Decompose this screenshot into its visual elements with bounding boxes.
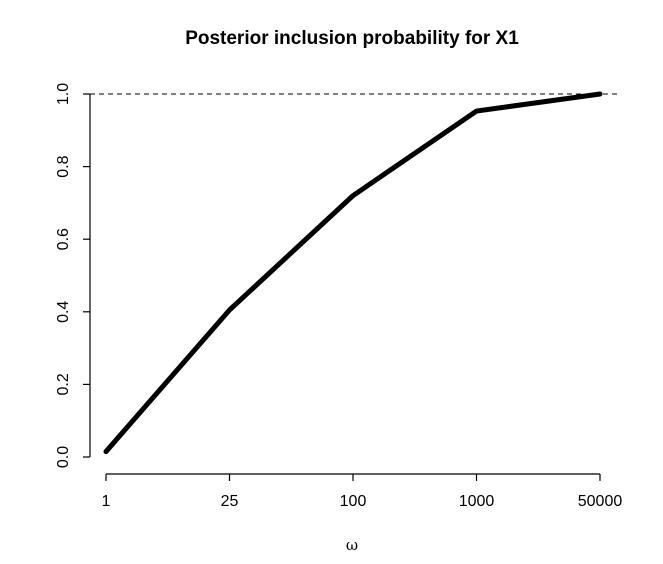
y-tick-label: 0.6 bbox=[55, 228, 72, 250]
x-tick-label: 25 bbox=[221, 493, 239, 510]
y-tick-label: 0.4 bbox=[55, 301, 72, 323]
x-tick-label: 100 bbox=[340, 493, 367, 510]
y-tick-label: 0.2 bbox=[55, 373, 72, 395]
chart-title: Posterior inclusion probability for X1 bbox=[185, 28, 519, 49]
x-tick-label: 50000 bbox=[578, 493, 623, 510]
series-layer bbox=[103, 91, 603, 455]
series-line bbox=[103, 91, 603, 455]
y-tick-label: 0.0 bbox=[55, 446, 72, 468]
x-tick-label: 1000 bbox=[459, 493, 495, 510]
x-tick-label: 1 bbox=[102, 493, 111, 510]
y-tick-label: 1.0 bbox=[55, 83, 72, 105]
y-axis: 0.0 0.2 0.4 0.6 0.8 1.0 bbox=[55, 83, 91, 468]
x-axis: 1 25 100 1000 50000 bbox=[102, 473, 623, 510]
x-axis-label: ω bbox=[346, 536, 358, 554]
y-tick-label: 0.8 bbox=[55, 155, 72, 177]
